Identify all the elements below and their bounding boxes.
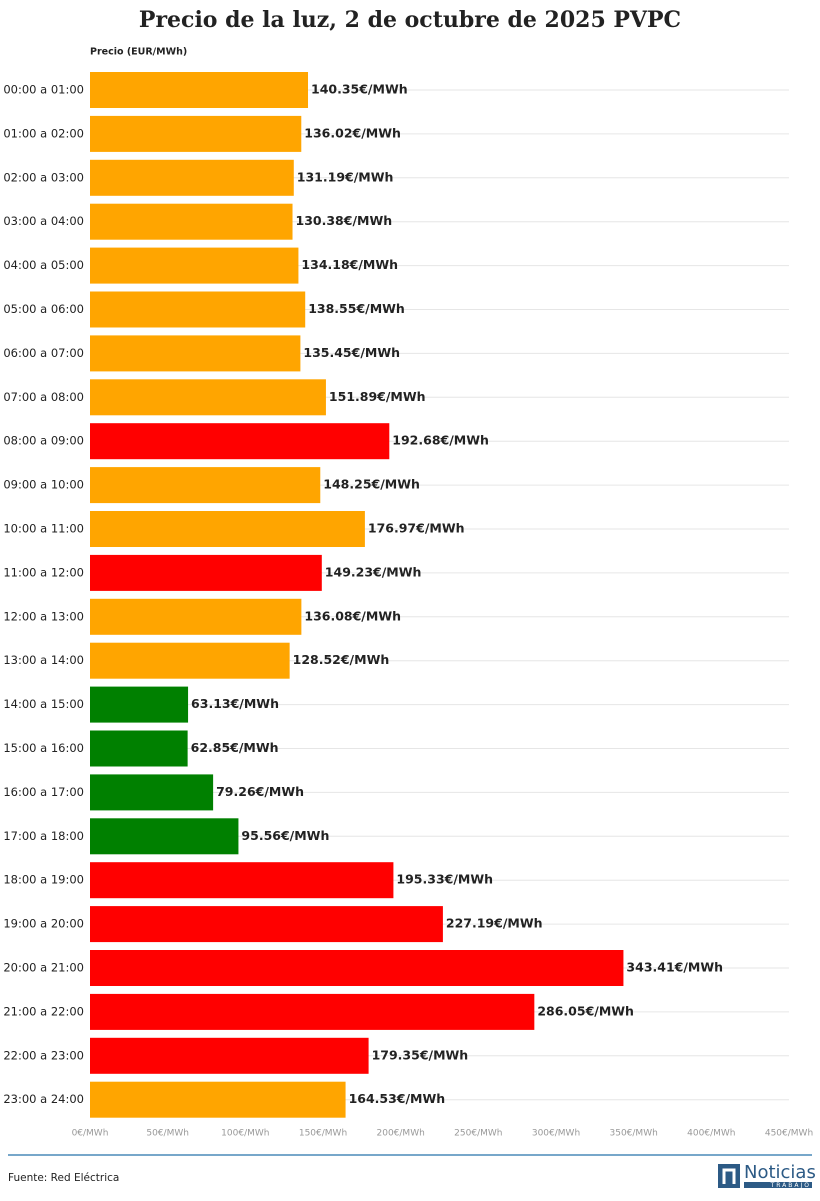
bar: [90, 950, 624, 986]
value-label: 131.19€/MWh: [297, 169, 394, 184]
value-label: 149.23€/MWh: [325, 564, 422, 579]
value-label: 63.13€/MWh: [191, 696, 279, 711]
y-tick-label: 14:00 a 15:00: [3, 697, 84, 711]
logo-sub: TRABAJO: [770, 1182, 811, 1189]
x-tick-label: 100€/MWh: [221, 1129, 269, 1139]
value-label: 128.52€/MWh: [293, 652, 390, 667]
bar: [90, 379, 326, 416]
y-tick-label: 06:00 a 07:00: [3, 346, 84, 360]
y-tick-label: 21:00 a 22:00: [3, 1004, 84, 1018]
x-tick-label: 250€/MWh: [454, 1129, 502, 1139]
value-label: 135.45€/MWh: [303, 345, 400, 360]
bar: [90, 467, 321, 504]
value-label: 148.25€/MWh: [323, 477, 420, 492]
value-label: 138.55€/MWh: [308, 301, 405, 316]
bar: [90, 774, 214, 811]
value-label: 164.53€/MWh: [349, 1091, 446, 1106]
y-tick-label: 23:00 a 24:00: [3, 1092, 84, 1106]
source: Fuente: Red Eléctrica: [8, 1172, 119, 1184]
bar: [90, 1037, 369, 1074]
bar: [90, 247, 299, 284]
y-tick-label: 12:00 a 13:00: [3, 609, 84, 623]
bar: [90, 203, 293, 240]
y-tick-label: 17:00 a 18:00: [3, 829, 84, 843]
value-label: 179.35€/MWh: [372, 1047, 469, 1062]
bar: [90, 598, 302, 635]
value-label: 176.97€/MWh: [368, 521, 465, 536]
bar: [90, 423, 390, 460]
value-label: 136.02€/MWh: [304, 125, 401, 140]
value-label: 136.08€/MWh: [304, 608, 401, 623]
bar: [90, 862, 394, 899]
chart-title: Precio de la luz, 2 de octubre de 2025 P…: [139, 7, 681, 33]
y-tick-label: 00:00 a 01:00: [3, 83, 84, 97]
bar: [90, 291, 306, 328]
x-tick-label: 450€/MWh: [765, 1129, 813, 1139]
logo-glyph: [722, 1168, 736, 1184]
y-tick-label: 13:00 a 14:00: [3, 653, 84, 667]
y-tick-label: 05:00 a 06:00: [3, 302, 84, 316]
value-label: 195.33€/MWh: [396, 872, 493, 887]
value-label: 95.56€/MWh: [241, 828, 329, 843]
bar: [90, 554, 322, 591]
y-tick-label: 11:00 a 12:00: [3, 565, 84, 579]
x-tick-label: 50€/MWh: [146, 1129, 189, 1139]
y-tick-label: 19:00 a 20:00: [3, 917, 84, 931]
value-label: 227.19€/MWh: [446, 916, 543, 931]
bar: [90, 730, 188, 767]
axis-label: Precio (EUR/MWh): [90, 47, 187, 58]
bar: [90, 1081, 346, 1118]
y-tick-label: 03:00 a 04:00: [3, 214, 84, 228]
x-tick-label: 350€/MWh: [610, 1129, 658, 1139]
y-tick-label: 04:00 a 05:00: [3, 258, 84, 272]
bar: [90, 335, 301, 372]
bar: [90, 115, 302, 152]
value-label: 192.68€/MWh: [392, 433, 489, 448]
value-label: 140.35€/MWh: [311, 82, 408, 97]
value-label: 130.38€/MWh: [296, 213, 393, 228]
y-tick-label: 10:00 a 11:00: [3, 522, 84, 536]
value-label: 62.85€/MWh: [191, 740, 279, 755]
value-label: 286.05€/MWh: [537, 1003, 634, 1018]
value-label: 151.89€/MWh: [329, 389, 426, 404]
y-tick-label: 07:00 a 08:00: [3, 390, 84, 404]
value-label: 134.18€/MWh: [301, 257, 398, 272]
x-tick-label: 150€/MWh: [299, 1129, 347, 1139]
bar: [90, 159, 294, 196]
y-tick-label: 01:00 a 02:00: [3, 126, 84, 140]
x-tick-label: 0€/MWh: [72, 1129, 109, 1139]
bar: [90, 993, 535, 1030]
bar: [90, 72, 309, 108]
logo-band: [744, 1182, 812, 1188]
y-tick-label: 15:00 a 16:00: [3, 741, 84, 755]
value-label: 343.41€/MWh: [626, 960, 723, 975]
logo-icon: [718, 1164, 740, 1188]
y-tick-label: 09:00 a 10:00: [3, 478, 84, 492]
bar: [90, 818, 239, 855]
bar: [90, 906, 443, 943]
x-tick-label: 200€/MWh: [377, 1129, 425, 1139]
y-tick-label: 02:00 a 03:00: [3, 170, 84, 184]
bar: [90, 511, 365, 547]
y-tick-label: 20:00 a 21:00: [3, 961, 84, 975]
x-tick-label: 300€/MWh: [532, 1129, 580, 1139]
bar: [90, 686, 189, 723]
bar: [90, 642, 290, 679]
y-tick-label: 08:00 a 09:00: [3, 434, 84, 448]
x-tick-label: 400€/MWh: [687, 1129, 735, 1139]
y-tick-label: 18:00 a 19:00: [3, 873, 84, 887]
y-tick-label: 22:00 a 23:00: [3, 1048, 84, 1062]
value-label: 79.26€/MWh: [216, 784, 304, 799]
logo-name: Noticias: [744, 1162, 816, 1183]
y-tick-label: 16:00 a 17:00: [3, 785, 84, 799]
